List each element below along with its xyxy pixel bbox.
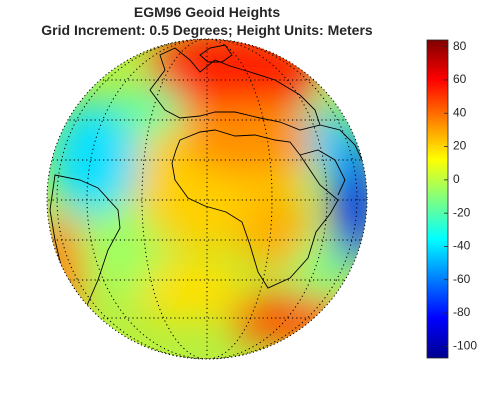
colorbar-tick-label: 0 xyxy=(453,172,460,186)
colorbar-tick-label: 20 xyxy=(453,139,467,153)
colorbar-tick-label: 80 xyxy=(453,39,467,53)
colorbar-tick-label: -60 xyxy=(453,272,471,286)
colorbar xyxy=(426,39,449,359)
title-line: EGM96 Geoid Heights xyxy=(134,4,280,20)
colorbar-tick-label: -80 xyxy=(453,305,471,319)
colorbar-tick-label: -20 xyxy=(453,205,471,219)
colorbar-tick-label: 40 xyxy=(453,105,467,119)
subtitle-line: Grid Increment: 0.5 Degrees; Height Unit… xyxy=(41,22,373,38)
coastlines xyxy=(49,44,363,327)
globe-edge xyxy=(46,38,368,360)
colorbar-tick-label: -40 xyxy=(453,239,471,253)
colorbar-tick-label: 60 xyxy=(453,72,467,86)
globe xyxy=(47,39,367,359)
colorbar-tick-label: -100 xyxy=(453,339,477,353)
